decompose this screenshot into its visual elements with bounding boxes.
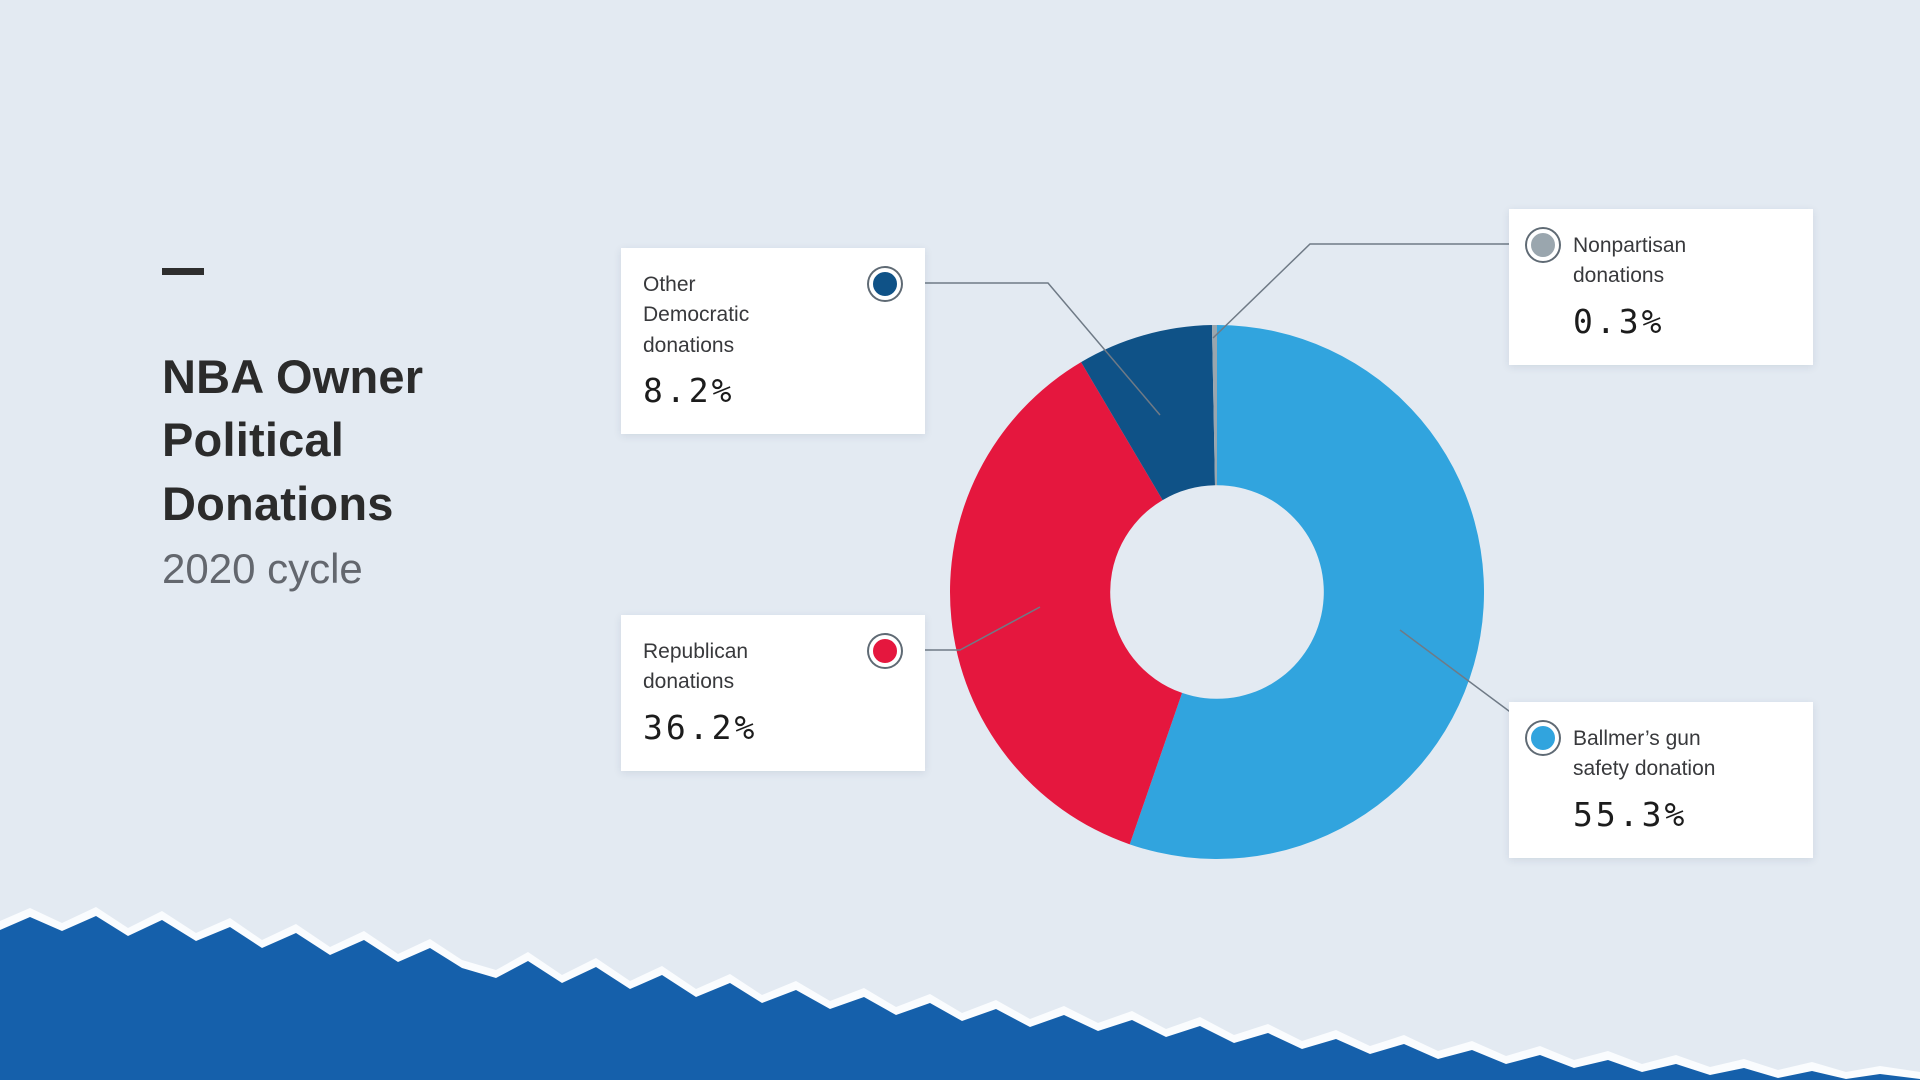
republican-dot-icon [869, 635, 901, 667]
callout-value: 36.2% [643, 707, 758, 747]
page-title: NBA Owner Political Donations [162, 350, 424, 530]
callout-value: 55.3% [1573, 794, 1688, 834]
connector-nonpartisan [1212, 243, 1544, 339]
callout-value: 8.2% [643, 371, 735, 411]
callout-label: Nonpartisan donations [1573, 234, 1687, 288]
page-subtitle: 2020 cycle [162, 545, 363, 593]
callout-value: 0.3% [1573, 301, 1665, 341]
title-dash [162, 268, 204, 275]
callout-other-democratic: Other Democratic donations 8.2% [621, 248, 925, 435]
nonpartisan-dot-icon [1527, 229, 1559, 261]
callout-label: Republican donations [643, 640, 749, 694]
donut-slice-1 [950, 362, 1183, 845]
callout-ballmer: Ballmer’s gun safety donation 55.3% [1509, 702, 1813, 858]
chart-header: NBA Owner Political Donations 2020 cycle [162, 268, 562, 593]
donut-slice-3 [1211, 325, 1217, 486]
ballmer-dot-icon [1527, 722, 1559, 754]
donut-chart [950, 325, 1484, 859]
callout-nonpartisan: Nonpartisan donations 0.3% [1509, 209, 1813, 365]
torn-paper-fringe [0, 907, 1920, 1080]
other-democratic-dot-icon [869, 268, 901, 300]
callout-label: Ballmer’s gun safety donation [1573, 727, 1716, 781]
torn-paper-blue [0, 916, 1920, 1080]
callout-republican: Republican donations 36.2% [621, 615, 925, 771]
callout-label: Other Democratic donations [643, 273, 750, 357]
donut-slice-0 [1129, 325, 1484, 859]
